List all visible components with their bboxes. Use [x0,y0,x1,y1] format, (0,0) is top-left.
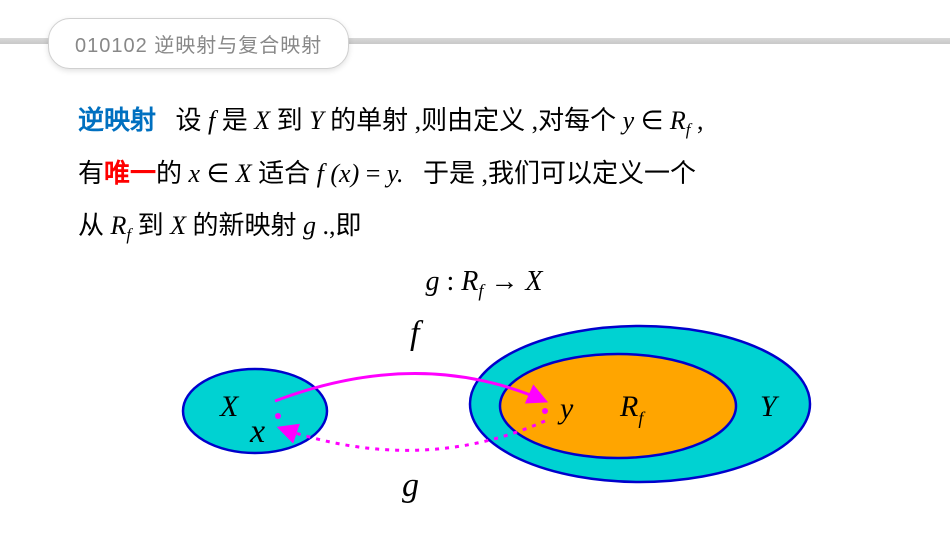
label-Rf-R: R [619,390,638,423]
t1a: 设 [176,106,202,135]
t2c: 适合 [258,159,310,188]
t3d: .,即 [316,211,362,240]
mapping-diagram: X x y Rf Y f g [140,316,840,526]
term-label: 逆映射 [78,105,156,135]
ellipse-Rf [500,354,736,458]
fm-colon: : [439,266,461,297]
sym-y: y [623,106,635,135]
point-x [275,413,281,419]
label-f: f [410,316,424,352]
sym-Rf2-f: f [126,225,131,244]
t3a: 从 [78,211,104,240]
sym-f: f [208,106,215,135]
emph-unique: 唯一 [104,158,156,188]
sym-x: x [189,159,201,188]
label-X: X [219,390,240,423]
label-g: g [402,467,419,504]
body-text: 逆映射 设 f 是 X 到 Y 的单射 ,则由定义 ,对每个 y ∈ Rf , … [78,94,890,310]
sym-Y: Y [309,106,323,135]
sym-in2: ∈ [207,159,230,188]
sym-y2: y. [387,159,404,188]
fm-g: g [425,266,439,297]
sym-Rf2-R: R [111,211,127,240]
t1c: 到 [277,106,303,135]
t2a: 有 [78,159,104,188]
sym-g: g [303,211,316,240]
fm-R: R [461,266,478,297]
text-line-3: 从 Rf 到 X 的新映射 g .,即 [78,200,890,252]
sym-Rf1-f: f [686,120,691,139]
t1comma: , [697,106,704,135]
t1d: 的单射 ,则由定义 ,对每个 [330,106,616,135]
t2b: 的 [156,159,182,188]
label-y: y [557,392,574,425]
sym-X: X [254,106,270,135]
formula: g : Rf → X [78,254,890,310]
sym-X2: X [236,159,252,188]
header-title: 010102 逆映射与复合映射 [75,35,322,57]
sym-fx: f (x) [317,159,360,188]
fm-arrow: → [483,266,525,297]
point-y [542,408,548,414]
t3b: 到 [138,211,164,240]
text-line-2: 有唯一的 x ∈ X 适合 f (x) = y. 于是 ,我们可以定义一个 [78,147,890,200]
t2d: 于是 ,我们可以定义一个 [423,159,696,188]
t1b: 是 [222,106,248,135]
sym-X3: X [170,211,186,240]
sym-Rf1-R: R [670,106,686,135]
header-pill: 010102 逆映射与复合映射 [48,18,349,69]
label-x: x [249,413,265,450]
sym-eq: = [359,159,387,188]
t3c: 的新映射 [193,211,297,240]
text-line-1: 逆映射 设 f 是 X 到 Y 的单射 ,则由定义 ,对每个 y ∈ Rf , [78,94,890,147]
fm-X: X [525,266,542,297]
sym-in1: ∈ [641,106,664,135]
